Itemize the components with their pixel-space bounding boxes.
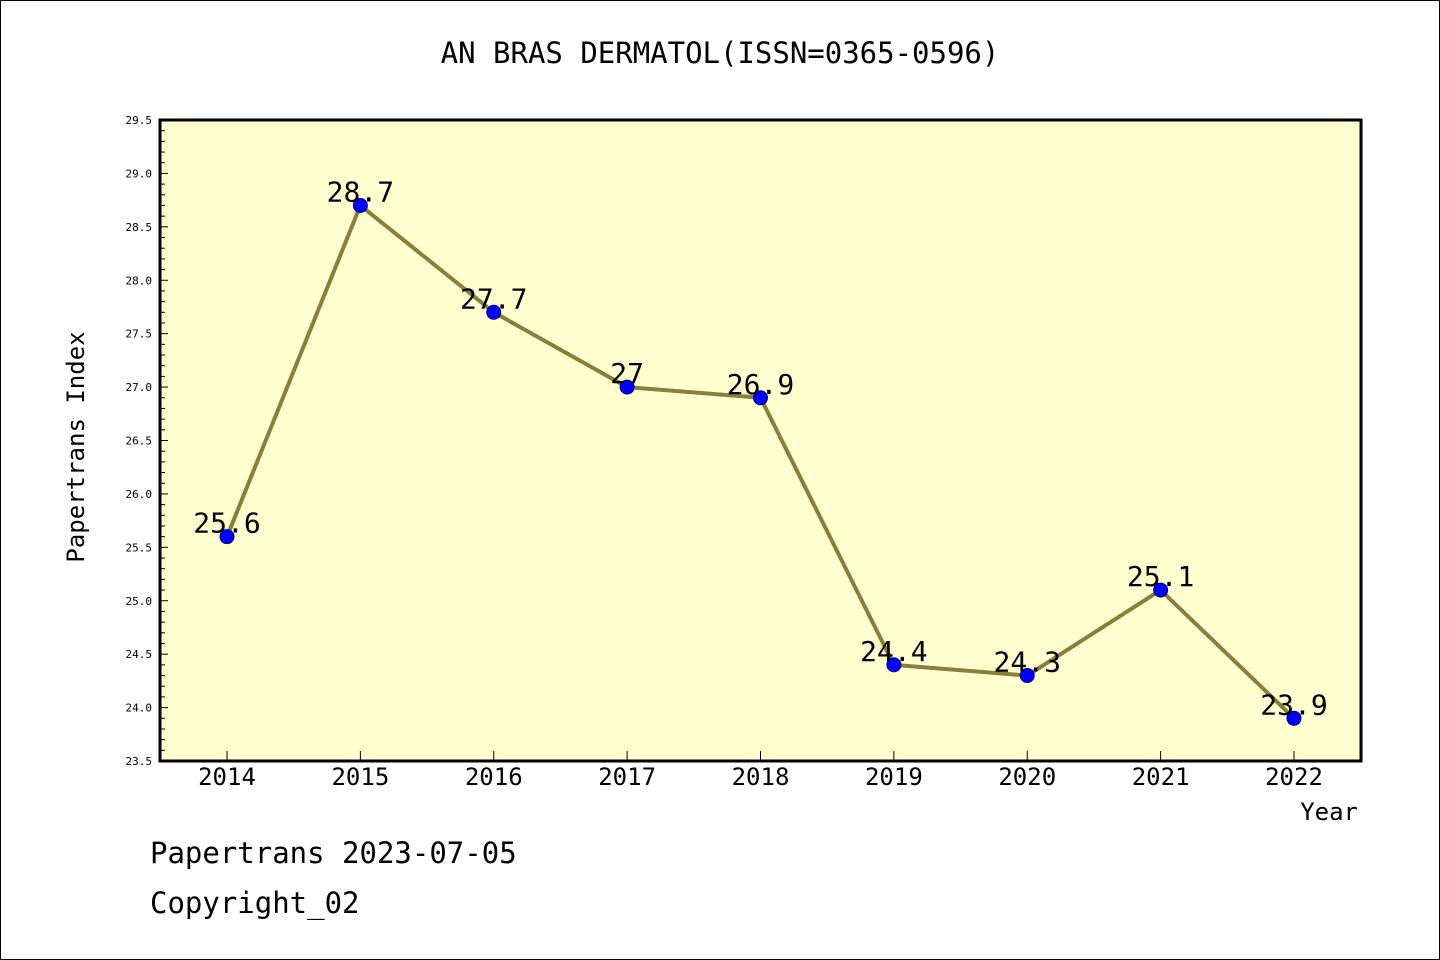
y-tick-label: 28.5 (126, 221, 153, 234)
data-point (1153, 582, 1169, 598)
data-label: 27 (610, 357, 644, 390)
y-tick-label: 26.5 (126, 435, 153, 448)
y-tick-label: 29.5 (126, 114, 153, 127)
y-axis-label: Papertrans Index (62, 331, 90, 562)
x-tick-label: 2018 (732, 763, 790, 791)
data-point (619, 379, 635, 395)
y-tick-label: 28.0 (126, 274, 153, 287)
x-axis-label: Year (1300, 798, 1358, 826)
data-point (886, 657, 902, 673)
data-label: 26.9 (727, 368, 794, 401)
x-tick-label: 2015 (331, 763, 389, 791)
y-axis-ticks: 23.5 24.0 24.5 25.0 25.5 26.0 26.5 27.0 27.5 28.0… (126, 114, 168, 768)
data-labels: 25.6 28.7 27.7 27 26.9 24.4 24.3 25.1 23.9 (193, 175, 1327, 721)
data-points (219, 197, 1302, 726)
data-point (352, 197, 368, 213)
y-tick-label: 24.0 (126, 702, 153, 715)
data-point (1286, 710, 1302, 726)
data-point (219, 529, 235, 545)
y-tick-label: 24.5 (126, 648, 153, 661)
data-label: 23.9 (1260, 688, 1327, 721)
y-tick-label: 25.0 (126, 595, 153, 608)
footer-copyright: Copyright_02 (150, 886, 360, 920)
x-tick-label: 2019 (865, 763, 923, 791)
y-tick-label: 29.0 (126, 167, 153, 180)
x-tick-label: 2017 (598, 763, 656, 791)
chart-title: AN BRAS DERMATOL(ISSN=0365-0596) (440, 36, 1000, 70)
x-tick-label: 2020 (998, 763, 1056, 791)
plot-area (158, 118, 1363, 763)
data-label: 24.4 (860, 635, 927, 668)
data-label: 25.6 (193, 507, 260, 540)
y-tick-label: 23.5 (126, 755, 153, 768)
x-tick-label: 2021 (1132, 763, 1190, 791)
x-tick-label: 2014 (198, 763, 256, 791)
data-point (753, 390, 768, 406)
y-tick-label: 27.0 (126, 381, 153, 394)
y-tick-label: 27.5 (126, 328, 153, 341)
data-point (486, 304, 502, 320)
data-label: 27.7 (460, 282, 527, 315)
data-label: 24.3 (994, 646, 1061, 679)
data-point (1019, 668, 1035, 684)
footer-date: Papertrans 2023-07-05 (150, 836, 517, 870)
x-tick-label: 2022 (1265, 763, 1323, 791)
x-tick-label: 2016 (465, 763, 523, 791)
data-label: 28.7 (327, 175, 394, 208)
x-axis-ticks: 2014 2015 2016 2017 2018 2019 2020 2021 2022 (198, 751, 1323, 791)
y-tick-label: 25.5 (126, 541, 153, 554)
data-label: 25.1 (1127, 560, 1194, 593)
y-tick-label: 26.0 (126, 488, 153, 501)
